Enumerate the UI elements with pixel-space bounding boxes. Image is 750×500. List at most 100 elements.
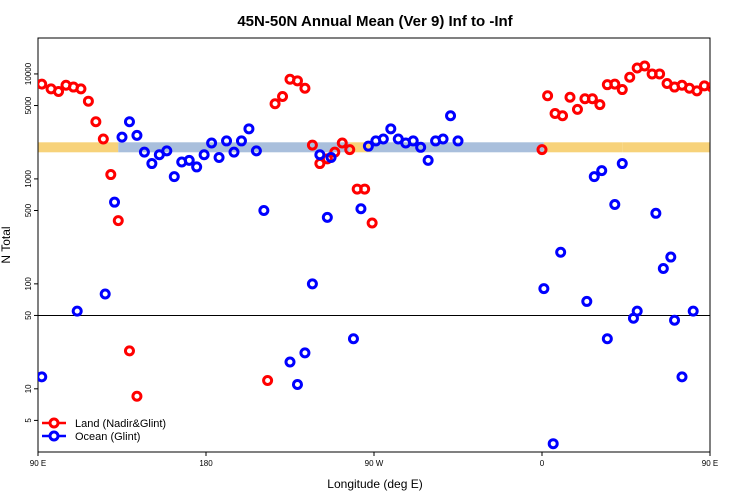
land-point	[557, 110, 569, 122]
ocean-point	[437, 133, 449, 145]
land-point	[564, 91, 576, 103]
x-axis-label: Longitude (deg E)	[327, 477, 422, 491]
ocean-point	[581, 295, 593, 307]
land-series	[38, 60, 710, 402]
ocean-point	[377, 133, 389, 145]
ocean-point	[347, 333, 359, 345]
ocean-point	[687, 305, 699, 317]
ocean-point	[291, 378, 303, 390]
land-point	[616, 84, 628, 96]
y-tick-label: 10	[24, 384, 33, 393]
band-segment-land	[543, 142, 623, 153]
land-point	[542, 90, 554, 102]
land-point	[291, 75, 303, 87]
ocean-point	[38, 371, 48, 383]
ocean-point	[131, 129, 143, 141]
y-tick-label: 1000	[24, 169, 33, 187]
band-segment-land	[349, 142, 371, 153]
land-point	[624, 71, 636, 83]
ocean-point	[138, 146, 150, 158]
land-point	[536, 144, 548, 156]
y-tick-label: 500	[24, 203, 33, 217]
ocean-point	[415, 141, 427, 153]
ocean-point	[284, 356, 296, 368]
ocean-point	[676, 371, 688, 383]
land-point	[105, 169, 117, 181]
y-tick-label: 5	[24, 418, 33, 423]
ocean-point	[191, 161, 203, 173]
ocean-point	[71, 305, 83, 317]
land-point	[123, 345, 135, 357]
ocean-point	[183, 154, 195, 166]
ocean-point	[168, 171, 180, 183]
plot-area: 90 E 180 90 W 0 90 E 5 10 50 100 500 1000 5000 10000…	[24, 37, 718, 468]
ocean-point	[99, 288, 111, 300]
ocean-point	[601, 333, 613, 345]
y-tick-label: 10000	[24, 62, 33, 85]
ocean-point	[616, 158, 628, 170]
ocean-point	[407, 135, 419, 147]
ocean-point	[243, 123, 255, 135]
land-point	[53, 86, 65, 98]
land-point	[654, 68, 666, 80]
land-point	[639, 60, 651, 72]
ocean-point	[588, 171, 600, 183]
ocean-point	[228, 146, 240, 158]
ocean-point	[385, 123, 397, 135]
ocean-point	[631, 305, 643, 317]
land-point	[262, 374, 274, 386]
ocean-point	[235, 135, 247, 147]
band-segment-land	[38, 142, 119, 153]
ocean-point	[669, 314, 681, 326]
land-point	[344, 144, 356, 156]
land-point	[112, 215, 124, 227]
ocean-point	[538, 283, 550, 295]
chart-title: 45N-50N Annual Mean (Ver 9) Inf to -Inf	[237, 13, 513, 30]
ocean-point	[325, 151, 337, 163]
legend-marker	[48, 417, 60, 429]
land-point	[75, 83, 87, 95]
ocean-point	[161, 145, 173, 157]
x-tick-label: 0	[540, 459, 545, 468]
land-point	[90, 116, 102, 128]
land-point	[571, 103, 583, 115]
ocean-point	[321, 211, 333, 223]
ocean-point	[250, 145, 262, 157]
ocean-point	[445, 110, 457, 122]
x-tick-label: 90 W	[365, 459, 384, 468]
ocean-point	[306, 278, 318, 290]
x-tick-label: 180	[199, 459, 213, 468]
ocean-point	[123, 116, 135, 128]
ocean-point	[146, 158, 158, 170]
ocean-point	[355, 203, 367, 215]
land-point	[269, 98, 281, 110]
y-axis-label: N Total	[0, 226, 13, 263]
land-point	[586, 93, 598, 105]
ocean-point	[206, 137, 218, 149]
land-point	[306, 139, 318, 151]
land-point	[277, 90, 289, 102]
land-point	[691, 85, 703, 97]
band-segment-land	[622, 142, 710, 153]
band-segment-ocean	[370, 142, 544, 153]
land-point	[706, 81, 710, 93]
land-point	[336, 137, 348, 149]
ocean-point	[258, 204, 270, 216]
land-point	[594, 99, 606, 111]
land-point	[299, 82, 311, 94]
land-point	[366, 217, 378, 229]
land-point	[131, 390, 143, 402]
ocean-point	[198, 149, 210, 161]
y-tick-label: 50	[24, 310, 33, 319]
ocean-point	[213, 151, 225, 163]
y-tick-label: 5000	[24, 96, 33, 114]
ocean-point	[665, 251, 677, 263]
ocean-point	[596, 165, 608, 177]
ocean-point	[555, 246, 567, 258]
legend-marker	[48, 430, 60, 442]
legend-label: Ocean (Glint)	[75, 431, 140, 443]
legend-label: Land (Nadir&Glint)	[75, 418, 166, 430]
ocean-point	[650, 207, 662, 219]
ocean-point	[299, 347, 311, 359]
